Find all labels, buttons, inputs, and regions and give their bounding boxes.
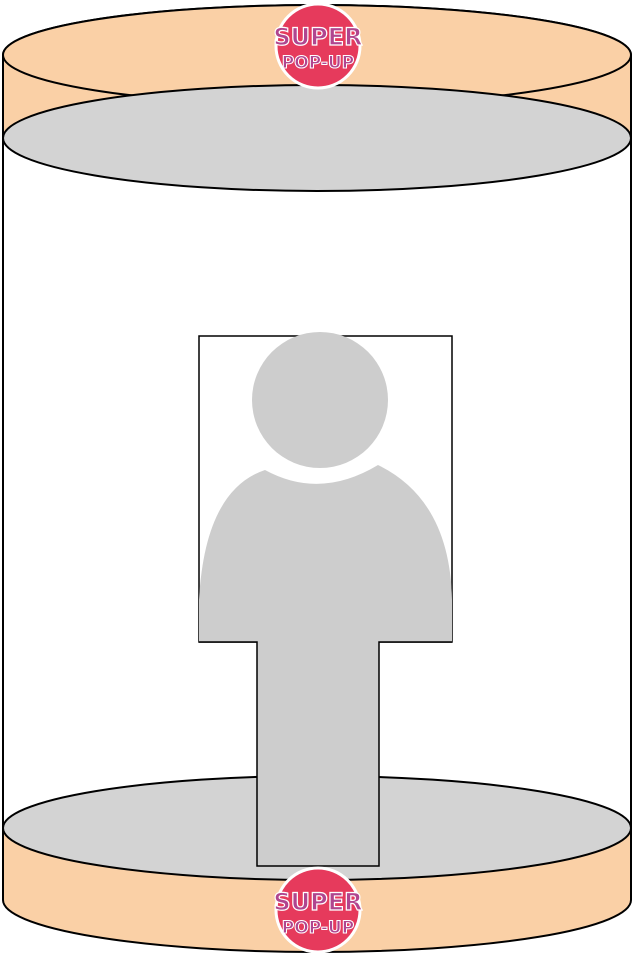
bottom-logo-circle (274, 866, 362, 954)
top-logo-circle (274, 2, 362, 90)
top-logo-line2: POP-UP (282, 53, 354, 73)
top-logo: SUPER POP-UP (273, 2, 363, 90)
top-logo-line1: SUPER (273, 23, 362, 51)
bottom-logo-line1: SUPER (273, 888, 362, 916)
top-opening (2, 84, 632, 192)
person-silhouette-icon (199, 332, 452, 867)
bottom-logo-line2: POP-UP (282, 918, 354, 938)
bottom-logo: SUPER POP-UP (273, 866, 363, 954)
